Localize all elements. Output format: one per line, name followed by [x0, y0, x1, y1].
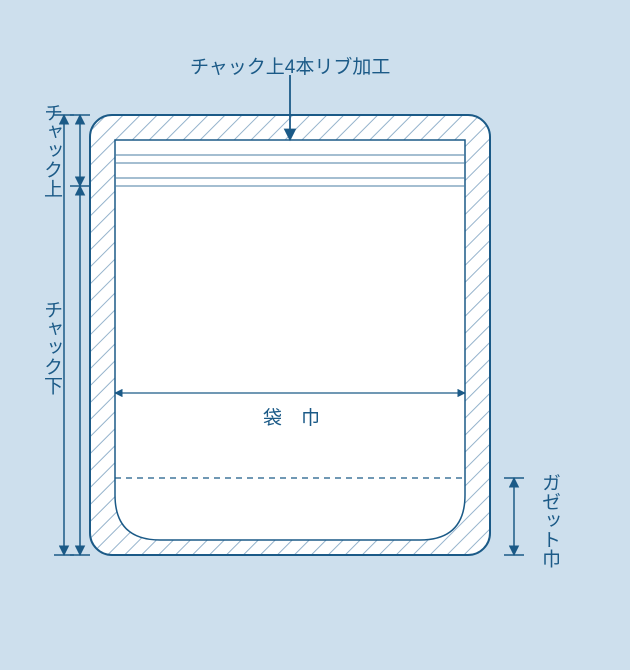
diagram-canvas — [0, 0, 630, 670]
label-chuck-up: チャック上 — [38, 103, 65, 198]
label-chuck-down: チャック下 — [38, 300, 65, 395]
label-top: チャック上4本リブ加工 — [190, 52, 390, 79]
label-gusset: ガゼット巾 — [536, 473, 563, 568]
label-bag-width: 袋 巾 — [263, 403, 320, 430]
